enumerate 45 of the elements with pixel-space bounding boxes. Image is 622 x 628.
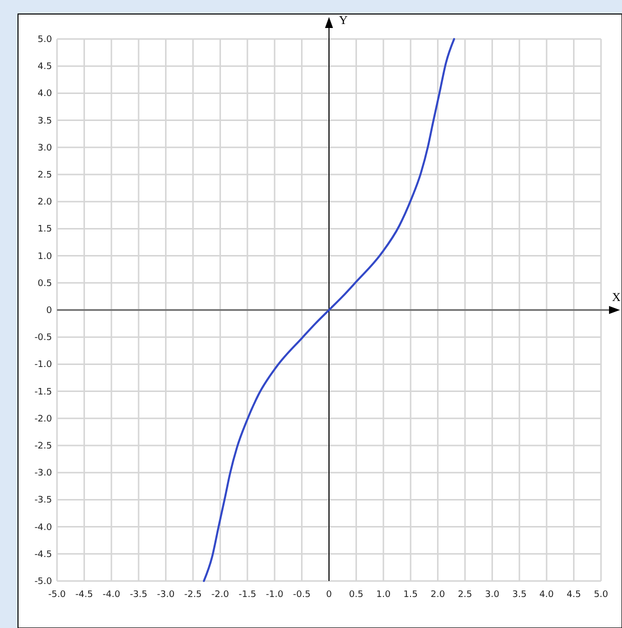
x-tick-label: -3.0: [157, 590, 175, 600]
x-tick-label: 0: [326, 590, 332, 600]
line-series: [202, 38, 456, 582]
y-axis-title: Y: [339, 13, 348, 27]
x-tick-label: 2.0: [430, 590, 446, 600]
y-tick-label: -5.0: [34, 577, 52, 587]
x-tick-label: 4.0: [539, 590, 554, 600]
x-tick-label: -0.5: [293, 590, 311, 600]
x-tick-label: -1.0: [266, 590, 284, 600]
x-tick-label: 3.0: [485, 590, 500, 600]
x-tick-label: 3.5: [512, 590, 527, 600]
y-tick-label: -4.0: [34, 522, 52, 533]
y-tick-label: 3.5: [38, 116, 52, 126]
x-tick-label: 5.0: [594, 590, 608, 600]
x-tick-label: -4.0: [102, 590, 120, 600]
x-tick-label: 1.5: [403, 590, 418, 600]
y-tick-label: -1.0: [34, 360, 52, 370]
y-tick-label: -2.5: [34, 442, 52, 452]
x-tick-label: 1.0: [376, 590, 391, 600]
y-tick-label: -0.5: [34, 333, 52, 344]
x-tick-label: 0.5: [349, 590, 364, 600]
x-tick-label: 2.5: [458, 590, 472, 600]
y-tick-label: 5.0: [38, 35, 52, 45]
y-tick-label: -3.0: [34, 468, 52, 479]
x-axis-title: X: [612, 290, 621, 304]
y-tick-label: -3.5: [34, 496, 52, 506]
y-tick-label: 3.0: [38, 143, 52, 154]
x-tick-label: -4.5: [75, 590, 93, 600]
y-tick-label: -2.0: [34, 414, 52, 424]
x-tick-label: -3.5: [130, 590, 148, 600]
y-tick-label: -1.5: [34, 387, 52, 398]
y-tick-label: 2.0: [38, 198, 52, 208]
y-tick-label: 0: [46, 306, 52, 316]
y-tick-label: 0.5: [38, 278, 52, 289]
x-tick-label: -2.5: [184, 590, 202, 600]
y-tick-label: 4.5: [38, 62, 52, 72]
y-tick-label: -4.5: [34, 550, 52, 560]
x-tick-label: -2.0: [211, 590, 230, 600]
y-tick-label: 1.0: [38, 252, 52, 262]
y-tick-label: 4.0: [38, 89, 52, 100]
x-tick-label: -5.0: [48, 590, 66, 600]
x-tick-label: -1.5: [238, 590, 256, 600]
y-tick-label: 1.5: [38, 224, 52, 235]
x-tick-label: 4.5: [566, 590, 581, 600]
y-tick-label: 2.5: [38, 170, 52, 180]
